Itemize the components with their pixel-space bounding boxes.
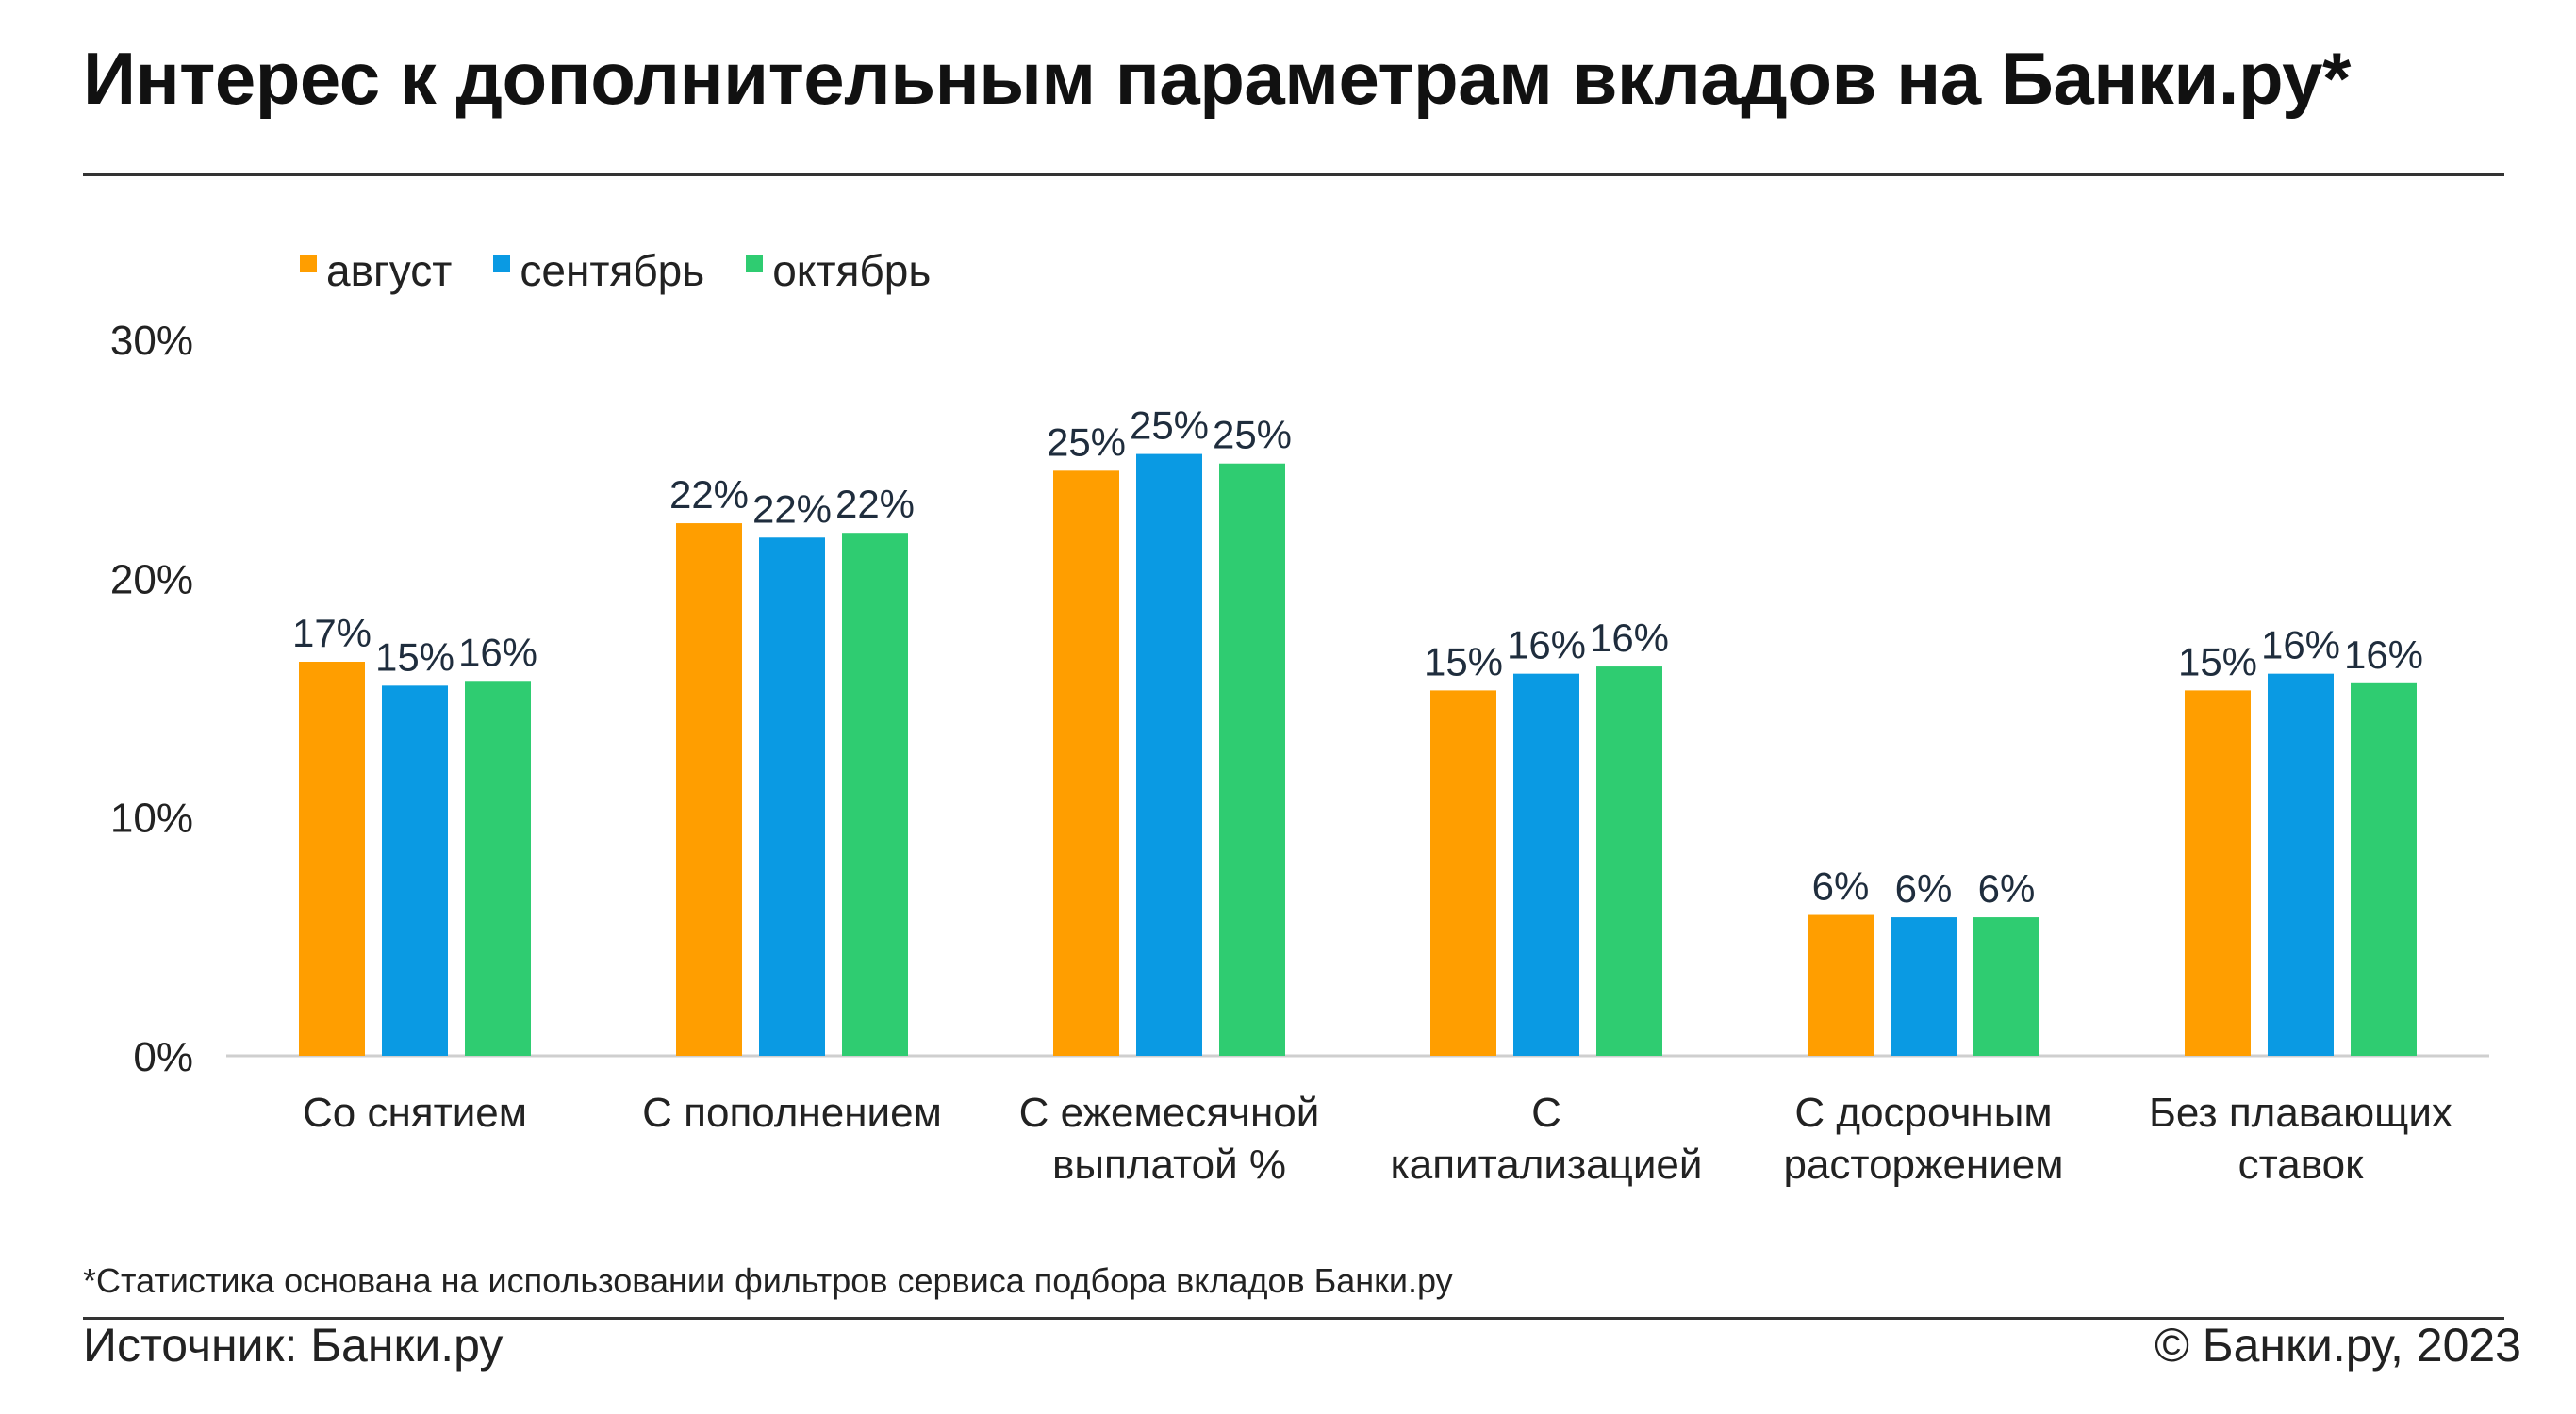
legend-item-september: сентябрь bbox=[493, 245, 704, 296]
data-label: 6% bbox=[1895, 866, 1953, 911]
data-label: 6% bbox=[1812, 864, 1870, 909]
data-label: 6% bbox=[1978, 866, 2036, 911]
source-label: Источник: Банки.ру bbox=[83, 1319, 504, 1372]
data-label: 22% bbox=[669, 472, 749, 517]
bar-сентябрь bbox=[1513, 673, 1579, 1056]
legend-swatch-september bbox=[493, 255, 511, 272]
data-label: 22% bbox=[752, 486, 832, 531]
x-category-label: Со снятием bbox=[303, 1090, 527, 1136]
bar-октябрь bbox=[465, 681, 531, 1056]
data-label: 15% bbox=[1424, 639, 1503, 683]
legend-item-october: октябрь bbox=[746, 245, 931, 296]
bar-август bbox=[2185, 690, 2251, 1056]
data-label: 17% bbox=[292, 611, 372, 655]
y-tick-label: 0% bbox=[133, 1034, 193, 1080]
x-category-label: С пополнением bbox=[642, 1090, 942, 1136]
bar-октябрь bbox=[1219, 463, 1285, 1056]
title-divider bbox=[83, 173, 2504, 176]
chart-footnote: *Статистика основана на использовании фи… bbox=[83, 1261, 1453, 1300]
x-category-label: С досрочным bbox=[1794, 1090, 2052, 1136]
data-label: 16% bbox=[2344, 633, 2423, 677]
data-label: 15% bbox=[375, 634, 454, 679]
footer-divider bbox=[83, 1317, 2504, 1320]
bar-август bbox=[299, 662, 365, 1056]
x-category-label: Без плавающих bbox=[2149, 1090, 2452, 1136]
data-label: 22% bbox=[835, 482, 915, 526]
x-category-label: ставок bbox=[2238, 1142, 2364, 1188]
data-label: 16% bbox=[1590, 616, 1669, 660]
legend-swatch-october bbox=[746, 255, 764, 272]
legend-label-october: октябрь bbox=[772, 246, 932, 295]
data-label: 16% bbox=[2261, 623, 2340, 667]
bar-сентябрь bbox=[382, 685, 448, 1056]
data-label: 15% bbox=[2178, 639, 2257, 683]
legend-label-september: сентябрь bbox=[520, 246, 705, 295]
data-label: 25% bbox=[1213, 413, 1292, 457]
bar-октябрь bbox=[1973, 917, 2039, 1056]
legend-swatch-august bbox=[300, 255, 317, 272]
x-category-label: С bbox=[1531, 1090, 1561, 1136]
bar-август bbox=[1053, 470, 1119, 1056]
bar-август bbox=[1808, 914, 1874, 1056]
x-category-label: расторжением bbox=[1783, 1142, 2063, 1188]
legend-item-august: август bbox=[300, 245, 452, 296]
y-tick-label: 30% bbox=[110, 318, 193, 364]
bar-сентябрь bbox=[759, 537, 825, 1056]
bar-октябрь bbox=[1596, 666, 1662, 1056]
bar-август bbox=[676, 523, 742, 1056]
copyright-label: © Банки.ру, 2023 bbox=[2155, 1319, 2521, 1372]
x-category-label: выплатой % bbox=[1052, 1142, 1286, 1188]
y-tick-label: 20% bbox=[110, 556, 193, 602]
data-label: 25% bbox=[1047, 419, 1126, 464]
bar-сентябрь bbox=[1136, 453, 1202, 1057]
x-category-label: С ежемесячной bbox=[1019, 1090, 1320, 1136]
data-label: 25% bbox=[1130, 403, 1209, 448]
bar-сентябрь bbox=[1891, 917, 1957, 1056]
bar-октябрь bbox=[842, 533, 908, 1056]
bar-сентябрь bbox=[2268, 673, 2334, 1056]
y-tick-label: 10% bbox=[110, 796, 193, 842]
data-label: 16% bbox=[458, 630, 537, 674]
chart-legend: август сентябрь октябрь bbox=[300, 245, 931, 296]
x-category-label: капитализацией bbox=[1391, 1142, 1703, 1188]
bar-октябрь bbox=[2351, 682, 2417, 1056]
page-title: Интерес к дополнительным параметрам вкла… bbox=[83, 37, 2351, 120]
legend-label-august: август bbox=[326, 246, 453, 295]
bar-август bbox=[1430, 690, 1496, 1056]
data-label: 16% bbox=[1507, 623, 1586, 667]
